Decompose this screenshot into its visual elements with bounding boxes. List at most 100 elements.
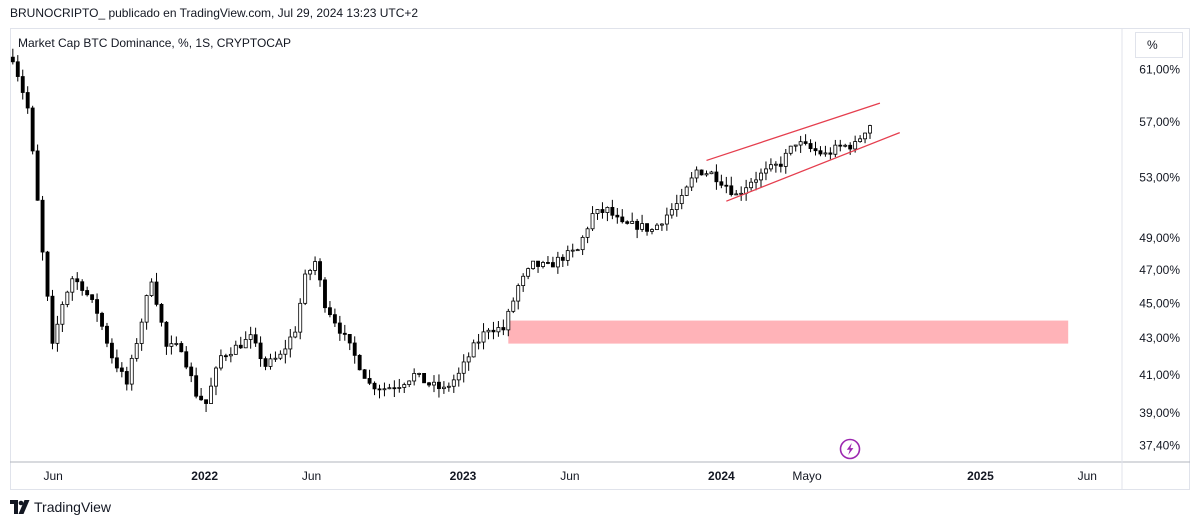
candle (793, 144, 798, 152)
candle (278, 350, 283, 361)
candle (134, 338, 139, 362)
candle-body-up (65, 291, 70, 305)
candle (179, 341, 184, 353)
candle-body-up (674, 203, 679, 210)
channel-lines (706, 102, 900, 202)
candle (223, 353, 228, 362)
candle (60, 301, 65, 332)
candle (253, 327, 258, 347)
candle-body-up (570, 249, 575, 252)
candle-body-up (575, 249, 580, 252)
candle (456, 367, 461, 387)
candle-body-up (243, 339, 248, 349)
candle-body-down (100, 312, 104, 327)
tradingview-footer[interactable]: TradingView (10, 497, 111, 517)
candle (332, 308, 337, 327)
price-tick-label: 47,00% (1139, 263, 1180, 277)
candle-body-down (501, 327, 506, 331)
candle-body-down (328, 307, 332, 316)
candle (144, 294, 149, 330)
candle-body-down (719, 181, 724, 186)
candle (293, 326, 298, 339)
candle (734, 189, 739, 196)
symbol-title[interactable]: Market Cap BTC Dominance, %, 1S, CRYPTOC… (18, 36, 291, 50)
candle-body-down (377, 388, 382, 391)
channel-lower (726, 132, 900, 202)
candle (709, 170, 714, 175)
candle-body-down (85, 290, 90, 296)
candle-body-down (600, 209, 605, 213)
candle-body-down (179, 343, 184, 353)
candle-body-up (169, 343, 174, 347)
candle-body-up (209, 385, 213, 404)
candle (630, 212, 635, 224)
candle (114, 349, 119, 373)
candle-body-up (863, 132, 867, 140)
candle-body-up (843, 144, 848, 147)
candle-body-down (625, 221, 630, 224)
candle (159, 303, 164, 327)
candle (446, 382, 451, 392)
candle-body-down (828, 152, 833, 155)
candle (461, 354, 466, 383)
candle-body-up (655, 224, 659, 230)
candles (10, 48, 872, 412)
candle (25, 86, 30, 114)
candle (397, 378, 402, 393)
candle-body-up (228, 353, 233, 357)
candle-body-up (293, 331, 298, 338)
candle-body-up (565, 250, 570, 261)
candle (372, 381, 377, 396)
candle (214, 366, 218, 396)
candle (105, 322, 109, 348)
candle-body-up (407, 380, 412, 385)
candle (828, 147, 833, 160)
candle (863, 132, 867, 144)
candle (10, 48, 15, 65)
replay-badge[interactable] (839, 438, 861, 460)
candle (555, 251, 560, 274)
candle (664, 207, 669, 231)
candle (427, 381, 431, 388)
candle-body-up (749, 181, 754, 189)
candle-body-down (342, 332, 347, 335)
candle-body-up (55, 323, 60, 344)
candle (501, 319, 506, 336)
candle-body-down (729, 185, 734, 195)
candle-body-up (60, 304, 65, 325)
candle-body-down (714, 171, 719, 183)
candle-body-down (427, 382, 431, 386)
candle-body-up (387, 387, 392, 390)
candle (80, 279, 85, 296)
candle-body-up (278, 353, 283, 359)
candle-body-up (788, 145, 793, 154)
time-tick-label: 2025 (967, 469, 994, 483)
candle (650, 228, 654, 235)
time-tick-label: Jun (1078, 469, 1097, 483)
candle (768, 158, 773, 172)
price-tick-label: 57,00% (1139, 115, 1180, 129)
candle-body-down (189, 366, 194, 377)
candle-body-down (437, 381, 441, 390)
candle (392, 380, 397, 398)
candle (352, 336, 357, 364)
candle (521, 273, 526, 292)
candle (377, 384, 382, 399)
price-scale-unit-button[interactable]: % (1135, 32, 1183, 58)
candle-body-down (124, 371, 129, 385)
candle-body-up (451, 379, 456, 387)
tradingview-logo-icon (10, 500, 30, 514)
price-tick-label: 61,00% (1139, 63, 1180, 77)
candle (565, 245, 570, 266)
candle-body-down (164, 321, 169, 347)
candle (550, 256, 555, 268)
candle-body-up (694, 169, 699, 179)
candle-body-down (362, 369, 367, 379)
candle-body-up (858, 138, 863, 142)
candle-body-up (268, 358, 273, 367)
time-tick-label: Mayo (792, 469, 822, 483)
candle-body-up (555, 256, 560, 268)
candle (209, 377, 213, 404)
candle-body-up (486, 329, 491, 333)
